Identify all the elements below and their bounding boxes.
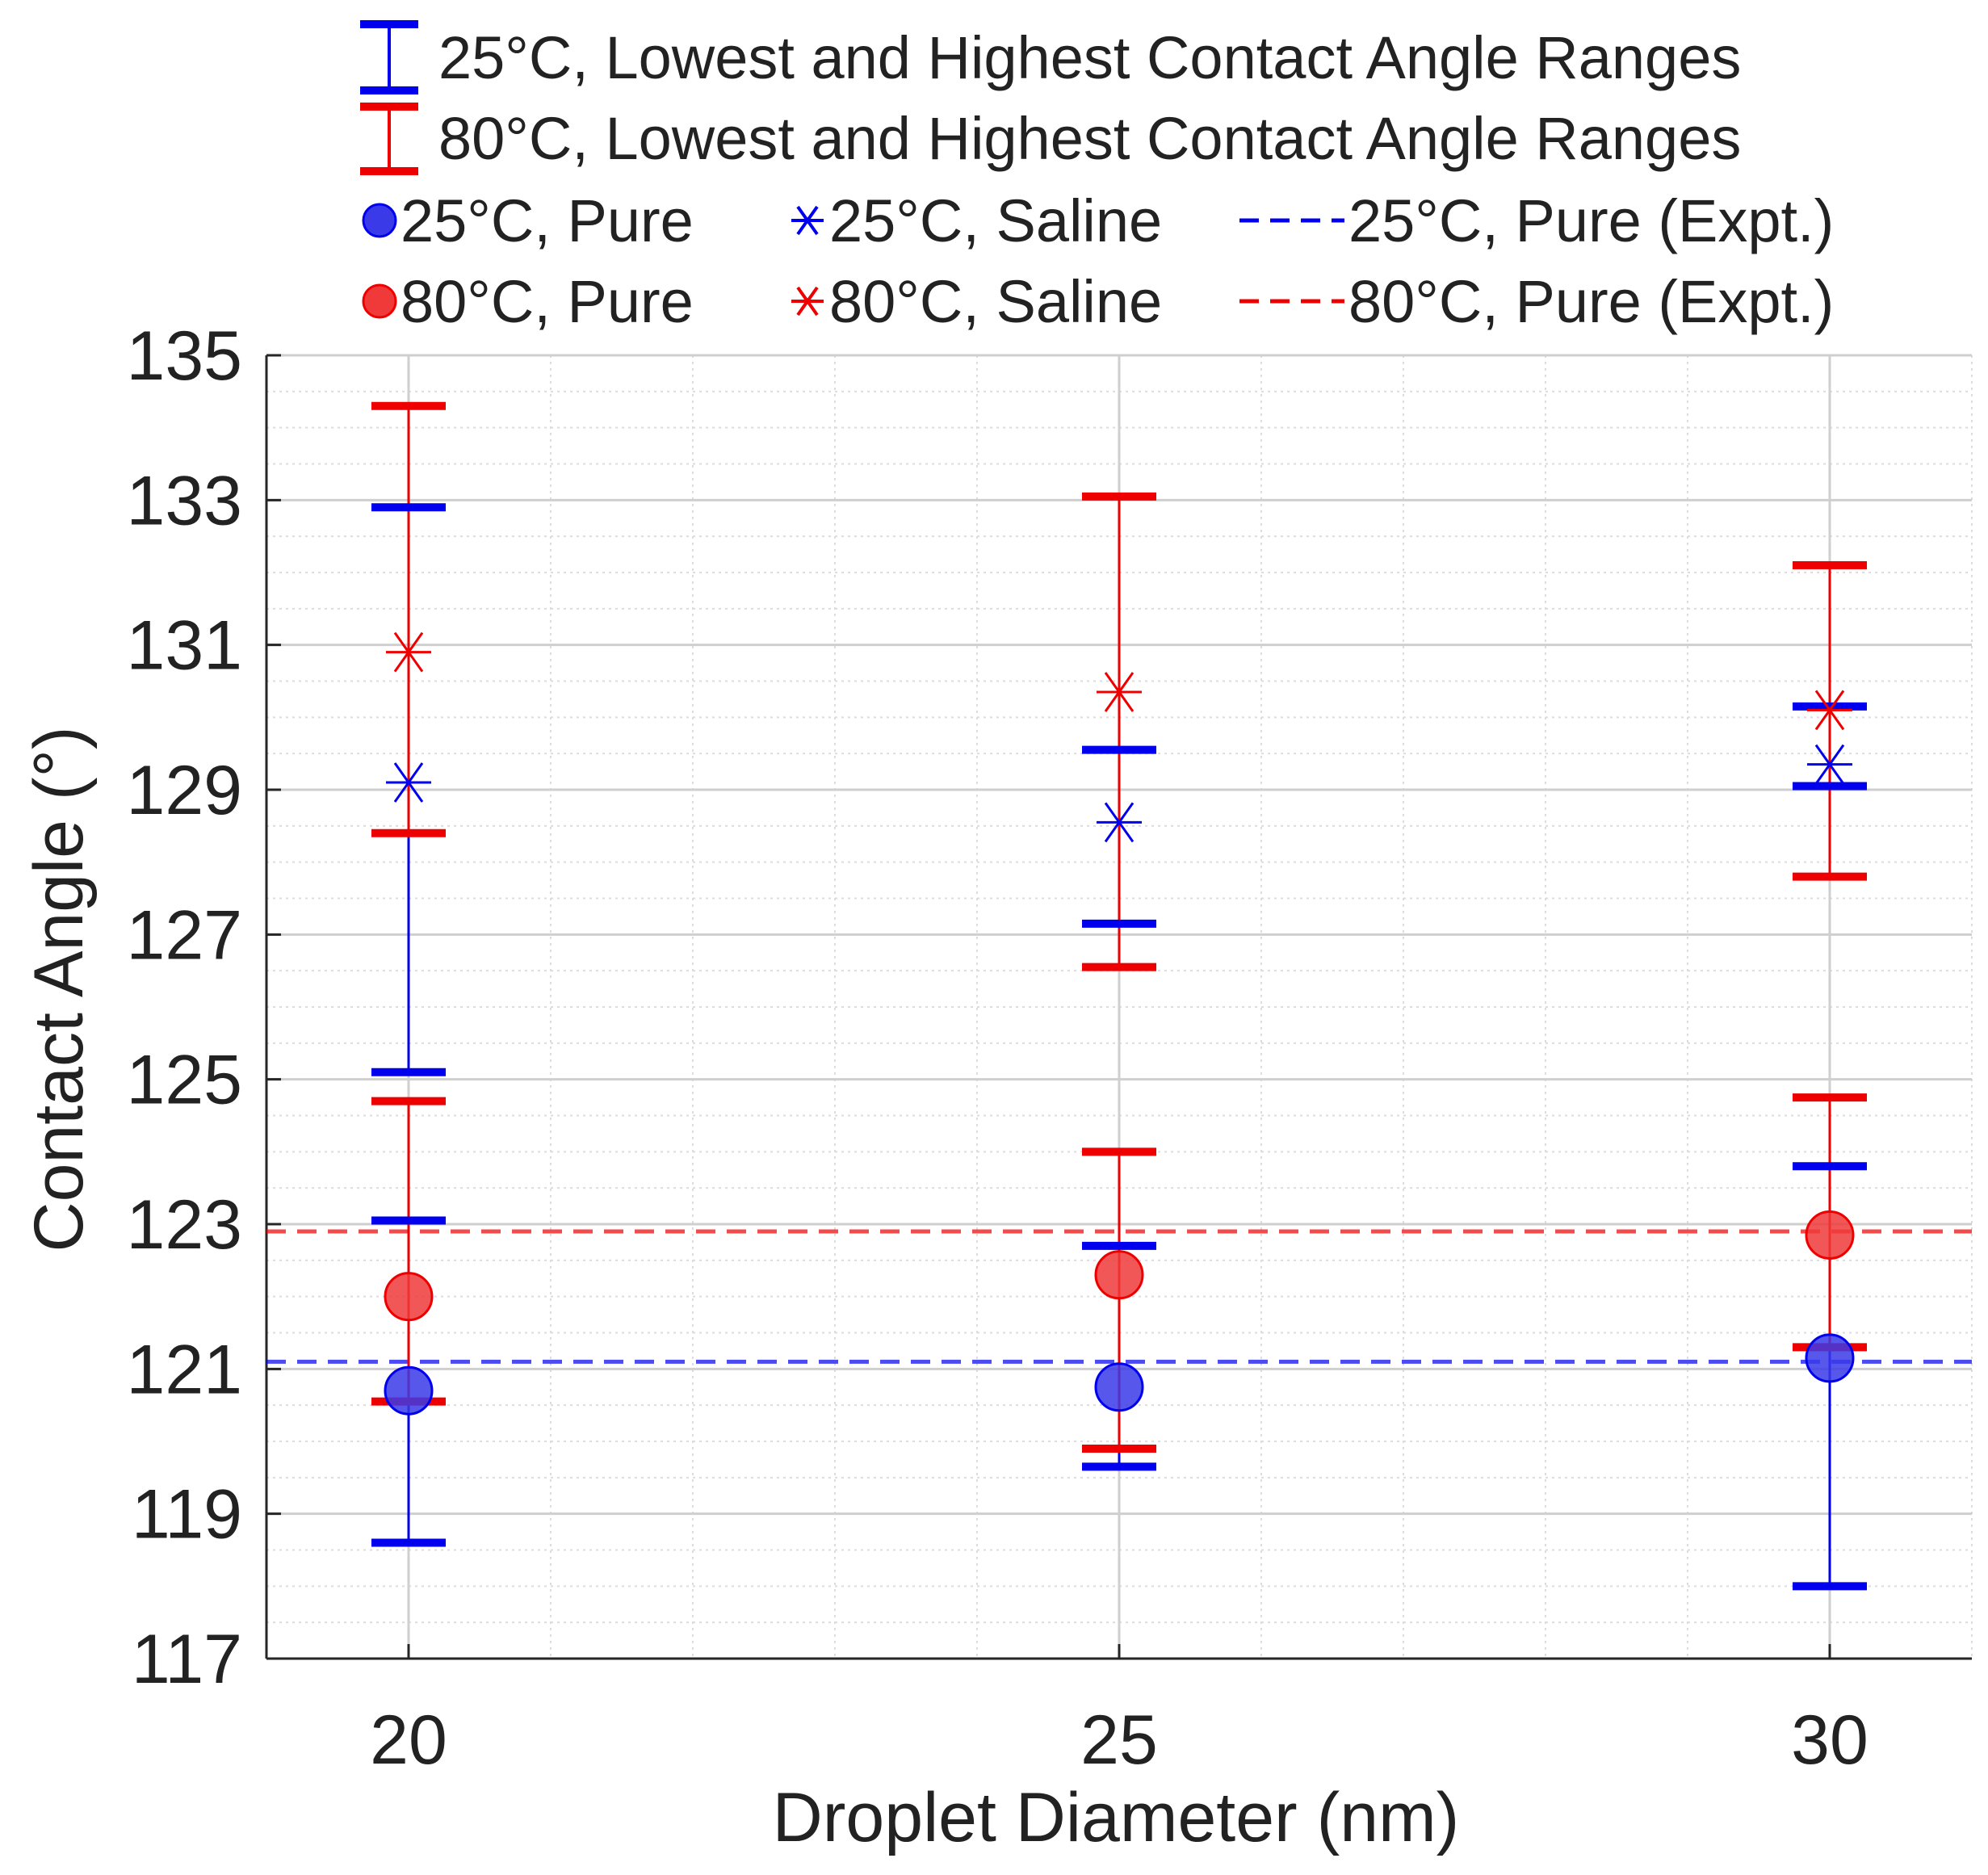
legend-range-80-label: 80°C, Lowest and Highest Contact Angle R… bbox=[438, 105, 1741, 172]
saline-point bbox=[1097, 672, 1142, 712]
asterisk-stroke bbox=[393, 631, 424, 673]
y-tick-label: 135 bbox=[127, 317, 243, 395]
legend-expt-80-label: 80°C, Pure (Expt.) bbox=[1348, 268, 1834, 335]
pure-point bbox=[1805, 1210, 1855, 1260]
tick-labels: 117 119 121 123 125 127 129 131 133 135 20 25 30 bbox=[127, 317, 1868, 1779]
asterisk-stroke bbox=[1104, 672, 1135, 712]
axes bbox=[265, 354, 1972, 1660]
asterisk-stroke bbox=[1814, 744, 1845, 785]
y-axis-label: Contact Angle (°) bbox=[20, 726, 98, 1252]
asterisk-stroke bbox=[1814, 690, 1845, 731]
x-axis-label: Droplet Diameter (nm) bbox=[773, 1779, 1460, 1856]
y-tick-label: 121 bbox=[127, 1331, 243, 1408]
y-tick-label: 129 bbox=[127, 752, 243, 829]
saline-point bbox=[386, 762, 431, 803]
pure-point bbox=[384, 1272, 434, 1322]
saline-point bbox=[386, 631, 431, 673]
asterisk-stroke bbox=[1104, 802, 1135, 843]
pure-point bbox=[1094, 1250, 1144, 1300]
legend-range-25-label: 25°C, Lowest and Highest Contact Angle R… bbox=[438, 24, 1741, 91]
y-tick-label: 117 bbox=[132, 1621, 242, 1698]
legend-pure-25-marker bbox=[362, 203, 397, 238]
legend-saline-25-marker bbox=[791, 205, 824, 236]
legend: 25°C, Lowest and Highest Contact Angle R… bbox=[360, 20, 1834, 335]
y-tick-label: 119 bbox=[132, 1476, 242, 1554]
expt-lines bbox=[266, 1229, 1972, 1364]
legend-range-80-symbol bbox=[360, 103, 418, 175]
legend-saline-80-marker bbox=[791, 286, 824, 317]
legend-pure-80-label: 80°C, Pure bbox=[401, 268, 694, 335]
x-tick-label: 30 bbox=[1791, 1701, 1868, 1779]
legend-pure-80-marker bbox=[362, 283, 397, 319]
legend-expt-25-label: 25°C, Pure (Expt.) bbox=[1348, 187, 1834, 254]
legend-saline-80-label: 80°C, Saline bbox=[829, 268, 1162, 335]
x-tick-label: 25 bbox=[1080, 1701, 1158, 1779]
saline-point bbox=[1097, 802, 1142, 843]
legend-range-25-symbol bbox=[360, 20, 418, 94]
legend-saline-25-label: 25°C, Saline bbox=[829, 187, 1162, 254]
y-tick-label: 123 bbox=[127, 1186, 243, 1264]
pure-point bbox=[384, 1365, 434, 1416]
pure-point bbox=[1805, 1333, 1855, 1383]
legend-pure-25-label: 25°C, Pure bbox=[401, 187, 694, 254]
saline-point bbox=[1807, 744, 1852, 785]
y-tick-label: 133 bbox=[127, 462, 243, 539]
y-tick-label: 131 bbox=[127, 607, 243, 685]
saline-point bbox=[1807, 690, 1852, 731]
pure-point bbox=[1094, 1362, 1144, 1412]
data-markers bbox=[384, 631, 1855, 1416]
y-tick-label: 127 bbox=[127, 896, 243, 974]
y-tick-label: 125 bbox=[127, 1042, 243, 1119]
x-tick-label: 20 bbox=[370, 1701, 447, 1779]
asterisk-stroke bbox=[393, 762, 424, 803]
